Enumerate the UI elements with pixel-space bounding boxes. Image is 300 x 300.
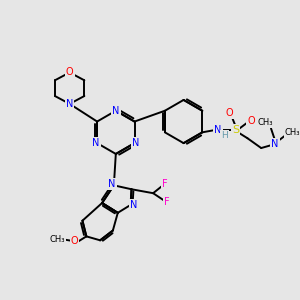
Text: CH₃: CH₃ [49,235,65,244]
Text: O: O [248,116,255,126]
Text: N: N [66,99,73,109]
Text: O: O [66,68,74,77]
Text: CH₃: CH₃ [257,118,273,127]
Text: N: N [271,139,279,149]
Text: N: N [214,125,222,135]
Text: F: F [164,197,170,207]
Text: CH₃: CH₃ [285,128,300,137]
Text: F: F [162,179,168,189]
Text: N: N [130,200,137,210]
Text: N: N [108,179,116,189]
Text: H: H [221,131,228,140]
Text: N: N [112,106,119,116]
Text: N: N [132,138,139,148]
Text: O: O [226,108,234,118]
Text: S: S [232,125,239,135]
Text: O: O [71,236,78,246]
Text: N: N [92,138,100,148]
